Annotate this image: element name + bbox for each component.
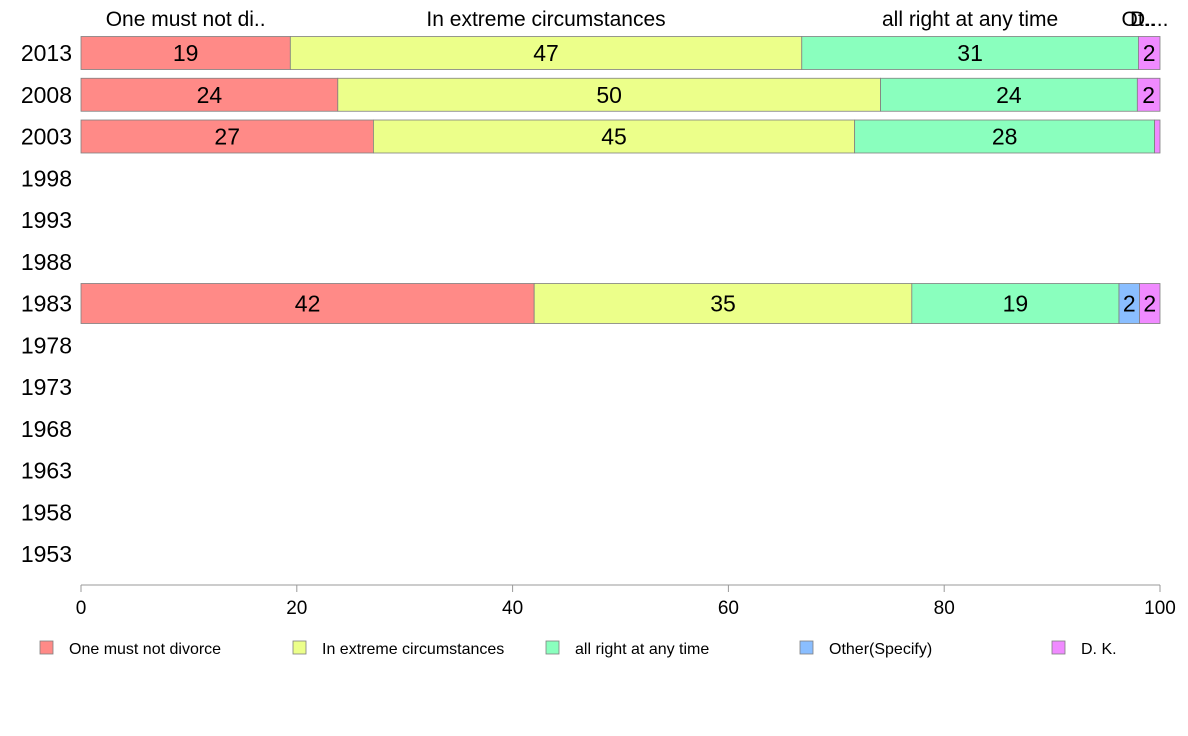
y-tick-label: 1983 xyxy=(21,291,72,317)
bar-2013-d-k xyxy=(1138,36,1161,70)
legend-label: D. K. xyxy=(1081,641,1117,658)
x-tick-label: 40 xyxy=(502,598,523,619)
x-tick-label: 80 xyxy=(934,598,955,619)
x-axis: 0 20 40 60 80 100 xyxy=(76,584,1176,619)
value-label: 35 xyxy=(710,291,736,317)
bar-2003-one-must-not-divorce xyxy=(80,119,374,154)
bar-1983-all-right-at-any-time xyxy=(911,283,1120,324)
value-label: 28 xyxy=(992,124,1018,150)
x-tick-label: 100 xyxy=(1144,598,1176,619)
top-label-2: In extreme circumstances xyxy=(426,8,665,31)
legend-label: One must not divorce xyxy=(69,641,221,658)
x-tick-label: 0 xyxy=(76,598,87,619)
legend-swatch xyxy=(1051,640,1066,655)
value-label: 27 xyxy=(214,124,240,150)
y-tick-label: 2008 xyxy=(21,82,72,108)
legend-label: Other(Specify) xyxy=(829,641,932,658)
bar-1983-in-extreme-circumstances xyxy=(533,283,913,324)
top-label-4: Ot.. xyxy=(1121,8,1155,31)
legend-swatch xyxy=(39,640,54,655)
x-tick-label: 20 xyxy=(286,598,307,619)
value-label: 47 xyxy=(533,40,559,66)
y-tick-label: 1978 xyxy=(21,332,72,358)
value-label: 2 xyxy=(1143,291,1156,317)
value-label: 24 xyxy=(197,82,223,108)
y-tick-label: 1993 xyxy=(21,207,72,233)
value-label: 2 xyxy=(1143,40,1156,66)
value-label: 50 xyxy=(596,82,622,108)
legend-label: In extreme circumstances xyxy=(322,641,504,658)
bar-2013-in-extreme-circumstances xyxy=(289,36,803,70)
bar-1983-d-k xyxy=(1139,283,1161,324)
y-tick-label: 1998 xyxy=(21,165,72,191)
y-tick-label: 2003 xyxy=(21,124,72,150)
top-label-5: D.... xyxy=(1130,8,1169,31)
value-label: 42 xyxy=(295,291,321,317)
legend-label: all right at any time xyxy=(575,641,709,658)
y-tick-label: 1958 xyxy=(21,499,72,525)
bar-2008-all-right-at-any-time xyxy=(880,77,1138,112)
value-label: 31 xyxy=(957,40,983,66)
y-tick-label: 1988 xyxy=(21,249,72,275)
top-label-1: One must not di.. xyxy=(106,8,266,31)
y-tick-label: 1968 xyxy=(21,416,72,442)
y-tick-label: 1963 xyxy=(21,458,72,484)
bar-1983-one-must-not-divorce xyxy=(80,283,535,324)
value-label: 2 xyxy=(1142,82,1155,108)
y-tick-label: 2013 xyxy=(21,40,72,66)
bar-2008-one-must-not-divorce xyxy=(80,77,339,112)
legend: One must not divorce In extreme circumsta… xyxy=(39,640,1117,658)
y-tick-label: 1953 xyxy=(21,541,72,567)
x-tick-label: 60 xyxy=(718,598,739,619)
bar-2008-in-extreme-circumstances xyxy=(337,77,881,112)
bar-2003-in-extreme-circumstances xyxy=(373,119,856,154)
value-label: 45 xyxy=(601,124,627,150)
top-label-3: all right at any time xyxy=(882,8,1058,31)
bar-2003-d-k xyxy=(1154,119,1161,154)
y-axis-labels: 2013 2008 2003 1998 1993 1988 1983 1978 1973 1968… xyxy=(21,40,72,567)
y-tick-label: 1973 xyxy=(21,374,72,400)
legend-swatch xyxy=(799,640,814,655)
value-label: 24 xyxy=(996,82,1022,108)
legend-swatch xyxy=(292,640,307,655)
value-label: 19 xyxy=(173,40,199,66)
value-label: 2 xyxy=(1123,291,1136,317)
value-label: 19 xyxy=(1003,291,1029,317)
bar-2008-d-k xyxy=(1136,77,1161,112)
legend-swatch xyxy=(545,640,560,655)
top-category-labels: One must not di.. In extreme circumstance… xyxy=(106,8,1169,31)
